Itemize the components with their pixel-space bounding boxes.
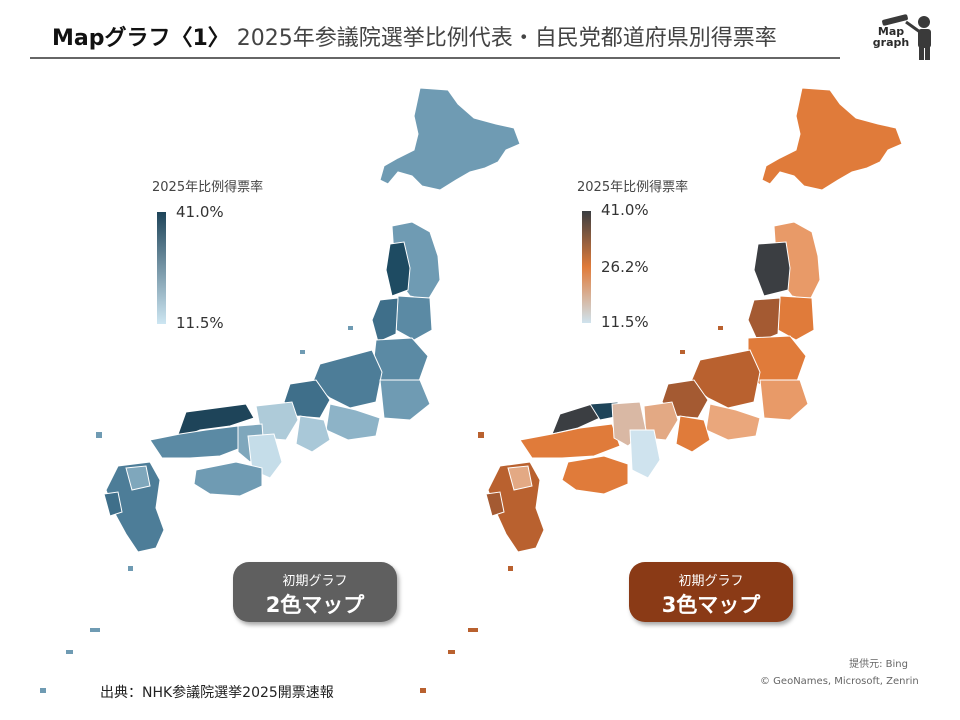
- telescope-person-icon: [882, 14, 931, 60]
- credit-attribution: © GeoNames, Microsoft, Zenrin: [760, 676, 919, 687]
- badge-two-color-line2: 2色マップ: [265, 593, 365, 617]
- page-title: Mapグラフ〈1〉 2025年参議院選挙比例代表・自民党都道府県別得票率: [52, 20, 777, 52]
- badge-three-color-map: 初期グラフ 3色マップ: [629, 562, 793, 622]
- legend-min-left: 11.5%: [176, 314, 224, 332]
- hokkaido: [379, 87, 521, 191]
- map-credit: 提供元: Bing © GeoNames, Microsoft, Zenrin: [760, 656, 919, 690]
- header: Mapグラフ〈1〉 2025年参議院選挙比例代表・自民党都道府県別得票率 Map…: [0, 0, 960, 62]
- legend-max-right: 41.0%: [601, 201, 649, 219]
- honshu-tohoku-right: [747, 221, 821, 393]
- shikoku-right: [561, 455, 629, 495]
- mapgraph-logo: Map graph: [868, 12, 940, 62]
- islands: [40, 326, 353, 693]
- legend-title-left: 2025年比例得票率: [152, 180, 264, 195]
- logo-text-line1: Map: [877, 25, 905, 38]
- title-bold: Mapグラフ〈1〉: [52, 26, 230, 51]
- kyushu-right: [485, 461, 545, 553]
- legend-gradient-right: [582, 211, 591, 323]
- legend-max-left: 41.0%: [176, 203, 224, 221]
- hokkaido-right: [761, 87, 903, 191]
- badge-two-color-map: 初期グラフ 2色マップ: [233, 562, 397, 622]
- legend-gradient-left: [157, 212, 166, 324]
- honshu-central: [255, 349, 431, 453]
- credit-provider: 提供元: Bing: [849, 659, 908, 670]
- legend-title-right: 2025年比例得票率: [577, 180, 689, 195]
- honshu-west: [149, 403, 283, 479]
- logo-text: Map graph: [868, 26, 914, 48]
- honshu-west-right: [519, 401, 661, 479]
- title-rest: 2025年参議院選挙比例代表・自民党都道府県別得票率: [236, 26, 777, 51]
- title-divider: [30, 57, 840, 59]
- source-note: 出典：NHK参議院選挙2025開票速報: [100, 685, 334, 701]
- badge-three-color-line2: 3色マップ: [661, 593, 761, 617]
- honshu-tohoku: [371, 221, 441, 393]
- legend-min-right: 11.5%: [601, 313, 649, 331]
- kyushu: [103, 461, 165, 553]
- logo-text-line2: graph: [872, 36, 910, 49]
- shikoku: [193, 461, 263, 497]
- badge-two-color-line1: 初期グラフ: [282, 574, 348, 589]
- honshu-central-right: [643, 349, 809, 453]
- legend-mid-right: 26.2%: [601, 258, 649, 276]
- badge-three-color-line1: 初期グラフ: [678, 574, 744, 589]
- islands-right: [420, 326, 723, 693]
